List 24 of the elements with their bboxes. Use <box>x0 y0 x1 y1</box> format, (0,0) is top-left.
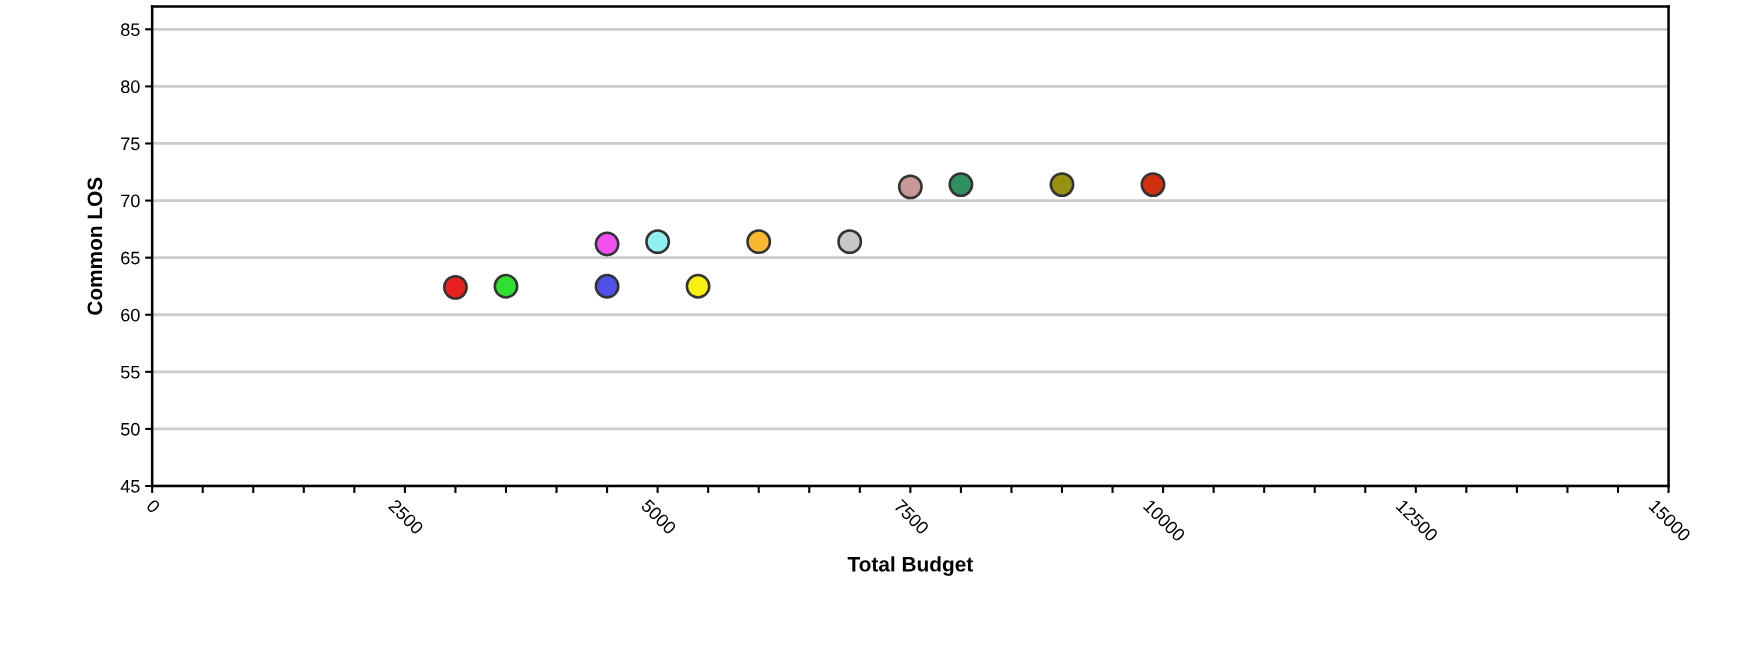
y-tick-label: 80 <box>121 80 140 94</box>
point <box>685 273 711 299</box>
y-tick-label: 70 <box>121 194 140 208</box>
point <box>746 229 772 255</box>
y-tick-label: 75 <box>121 137 140 151</box>
y-tick-label: 60 <box>121 308 140 322</box>
y-tick-label: 55 <box>121 365 140 379</box>
y-tick-label: 50 <box>121 422 140 436</box>
point <box>1049 172 1075 198</box>
point <box>493 273 519 299</box>
point <box>594 273 620 299</box>
point <box>1140 172 1166 198</box>
point <box>442 274 468 300</box>
y-tick-label: 65 <box>121 251 140 265</box>
y-axis-title: Common LOS <box>87 177 103 315</box>
x-axis-title: Total Budget <box>847 556 973 576</box>
point <box>594 231 620 257</box>
point <box>948 172 974 198</box>
point <box>645 229 671 255</box>
y-tick-label: 85 <box>121 23 140 37</box>
point <box>837 229 863 255</box>
x-tick-label: 0 <box>145 498 161 514</box>
y-tick-label: 45 <box>120 480 140 493</box>
point <box>897 174 923 200</box>
